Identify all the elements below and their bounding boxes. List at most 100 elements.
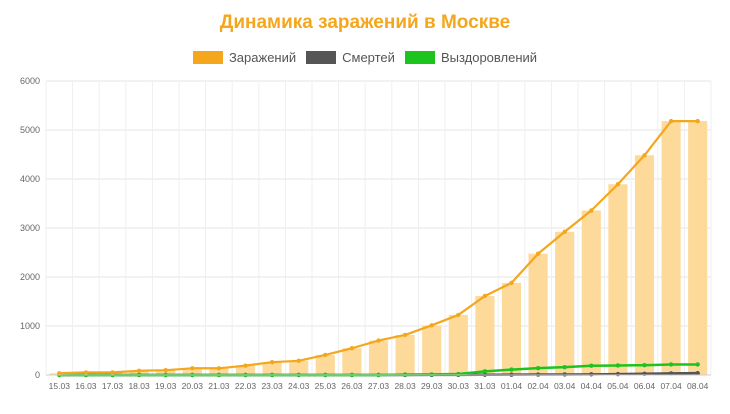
- chart-title: Динамика заражений в Москве: [219, 12, 511, 33]
- x-tick-label: 07.04: [660, 381, 682, 391]
- x-tick-label: 03.04: [554, 381, 576, 391]
- point-deaths: [562, 372, 567, 377]
- bar-infections: [209, 368, 229, 375]
- point-infections: [615, 182, 621, 187]
- bar-infections: [634, 155, 655, 375]
- x-tick-label: 27.03: [368, 381, 390, 391]
- x-tick-label: 01.04: [501, 381, 523, 391]
- legend: Заражений Смертей Выздоровлений: [0, 50, 730, 65]
- point-recoveries: [482, 369, 488, 374]
- bar-infections: [501, 282, 522, 375]
- point-recoveries: [429, 372, 434, 377]
- point-infections: [668, 118, 674, 124]
- point-infections: [695, 118, 700, 124]
- y-tick-label: 1000: [20, 321, 40, 331]
- point-infections: [57, 371, 62, 376]
- bar-infections: [688, 121, 708, 375]
- x-tick-label: 15.03: [49, 381, 71, 391]
- x-tick-label: 29.03: [421, 381, 443, 391]
- x-tick-label: 26.03: [341, 381, 363, 391]
- point-infections: [349, 346, 355, 351]
- point-infections: [642, 153, 647, 158]
- point-deaths: [695, 370, 700, 376]
- x-tick-label: 22.03: [235, 381, 257, 391]
- point-infections: [323, 352, 328, 358]
- bar-infections: [342, 348, 362, 375]
- point-infections: [163, 367, 168, 373]
- x-tick-label: 17.03: [102, 381, 124, 391]
- legend-swatch-recoveries: [404, 51, 435, 64]
- point-infections: [216, 366, 222, 371]
- point-recoveries: [695, 362, 700, 367]
- point-recoveries: [562, 364, 567, 370]
- x-tick-label: 21.03: [208, 381, 230, 391]
- point-recoveries: [642, 363, 647, 368]
- x-tick-label: 16.03: [75, 381, 97, 391]
- point-recoveries: [456, 371, 461, 377]
- point-infections: [190, 366, 195, 371]
- bar-infections: [475, 295, 495, 375]
- x-tick-label: 04.04: [581, 381, 603, 391]
- y-tick-label: 5000: [20, 125, 40, 135]
- bar-infections: [262, 362, 282, 375]
- legend-label-recoveries: Выздоровлений: [440, 50, 538, 65]
- point-infections: [83, 370, 89, 375]
- x-tick-label: 23.03: [261, 381, 283, 391]
- point-infections: [376, 338, 381, 343]
- bar-infections: [289, 360, 309, 375]
- legend-label-infections: Заражений: [228, 50, 297, 65]
- x-tick-label: 25.03: [315, 381, 337, 391]
- bar-infections: [368, 340, 389, 375]
- bar-infections: [182, 368, 202, 375]
- x-tick-label: 30.03: [448, 381, 470, 391]
- point-infections: [482, 293, 488, 299]
- y-tick-label: 0: [35, 370, 40, 380]
- x-tick-label: 06.04: [634, 381, 656, 391]
- point-infections: [136, 368, 142, 373]
- y-tick-label: 3000: [20, 223, 40, 233]
- bar-infections: [235, 365, 256, 375]
- y-tick-label: 2000: [20, 272, 40, 282]
- legend-swatch-deaths: [306, 51, 337, 64]
- bar-infections: [156, 370, 176, 375]
- x-tick-label: 02.04: [527, 381, 549, 391]
- x-tick-label: 24.03: [288, 381, 310, 391]
- legend-label-deaths: Смертей: [342, 50, 395, 65]
- point-recoveries: [589, 363, 594, 368]
- x-tick-label: 31.03: [474, 381, 496, 391]
- point-infections: [509, 280, 514, 286]
- point-infections: [402, 332, 408, 338]
- bar-infections: [422, 325, 442, 375]
- point-infections: [456, 312, 461, 318]
- y-tick-label: 6000: [20, 76, 40, 86]
- point-infections: [429, 323, 434, 328]
- legend-item-recoveries[interactable]: Выздоровлений: [404, 50, 538, 65]
- bar-infections: [661, 121, 681, 375]
- x-tick-label: 18.03: [128, 381, 150, 391]
- point-infections: [110, 370, 115, 375]
- x-tick-label: 05.04: [607, 381, 629, 391]
- point-infections: [296, 358, 301, 363]
- bar-infections: [608, 184, 628, 375]
- point-infections: [269, 359, 275, 365]
- x-tick-label: 28.03: [394, 381, 416, 391]
- bar-infections: [555, 231, 575, 375]
- bar-infections: [315, 354, 335, 375]
- point-recoveries: [509, 367, 514, 372]
- point-recoveries: [668, 362, 674, 367]
- point-infections: [589, 208, 594, 213]
- point-infections: [562, 229, 567, 234]
- legend-item-infections[interactable]: Заражений: [192, 50, 297, 65]
- legend-swatch-infections: [192, 51, 223, 64]
- bar-infections: [581, 210, 601, 375]
- bar-infections: [395, 334, 415, 375]
- point-deaths: [615, 371, 621, 377]
- point-deaths: [589, 372, 594, 377]
- bar-infections: [528, 253, 548, 375]
- point-recoveries: [535, 365, 541, 371]
- x-tick-label: 20.03: [182, 381, 204, 391]
- x-tick-label: 19.03: [155, 381, 177, 391]
- legend-item-deaths[interactable]: Смертей: [306, 50, 395, 65]
